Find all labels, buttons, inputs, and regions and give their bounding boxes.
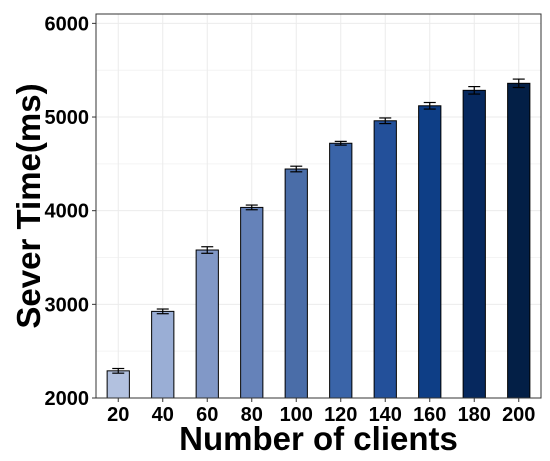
x-axis: 20 40 60 80 100 120 140 160 180 200 (107, 398, 535, 426)
error-bar-160 (423, 101, 436, 110)
error-bar-60 (201, 246, 214, 254)
error-bar-200 (512, 78, 525, 89)
x-tick-label: 200 (502, 404, 535, 426)
y-tick-label: 6000 (45, 13, 90, 35)
bar-80 (240, 206, 264, 399)
bar-40 (151, 310, 175, 399)
bar-20 (106, 370, 130, 399)
error-bar-40 (156, 308, 169, 315)
x-tick-label: 120 (324, 404, 357, 426)
y-axis-title: Sever Time(ms) (10, 83, 47, 328)
x-tick-label: 80 (241, 404, 263, 426)
error-bars (112, 78, 525, 374)
bar-100 (284, 168, 308, 399)
error-bar-80 (245, 204, 258, 211)
x-tick-label: 20 (107, 404, 129, 426)
y-axis: 2000 3000 4000 5000 6000 (45, 13, 96, 410)
bars (106, 82, 531, 399)
x-tick-label: 100 (280, 404, 313, 426)
x-tick-label: 160 (413, 404, 446, 426)
y-tick-label: 4000 (45, 201, 90, 223)
plot-frame (95, 13, 542, 399)
bar-60 (195, 249, 219, 399)
error-bar-140 (379, 117, 392, 125)
bar-160 (418, 105, 442, 399)
error-bar-20 (112, 367, 125, 374)
bar-200 (507, 82, 531, 399)
error-bar-100 (290, 165, 303, 173)
x-axis-title: Number of clients (179, 420, 458, 457)
bar-180 (462, 89, 486, 399)
y-tick-label: 3000 (45, 294, 90, 316)
y-tick-label: 2000 (45, 388, 90, 410)
x-tick-label: 180 (458, 404, 491, 426)
bar-120 (329, 142, 353, 399)
bar-140 (373, 120, 397, 399)
error-bar-120 (334, 140, 347, 146)
x-tick-label: 60 (196, 404, 218, 426)
y-tick-label: 5000 (45, 107, 90, 129)
x-tick-label: 140 (369, 404, 402, 426)
x-tick-label: 40 (152, 404, 174, 426)
error-bar-180 (468, 85, 481, 95)
